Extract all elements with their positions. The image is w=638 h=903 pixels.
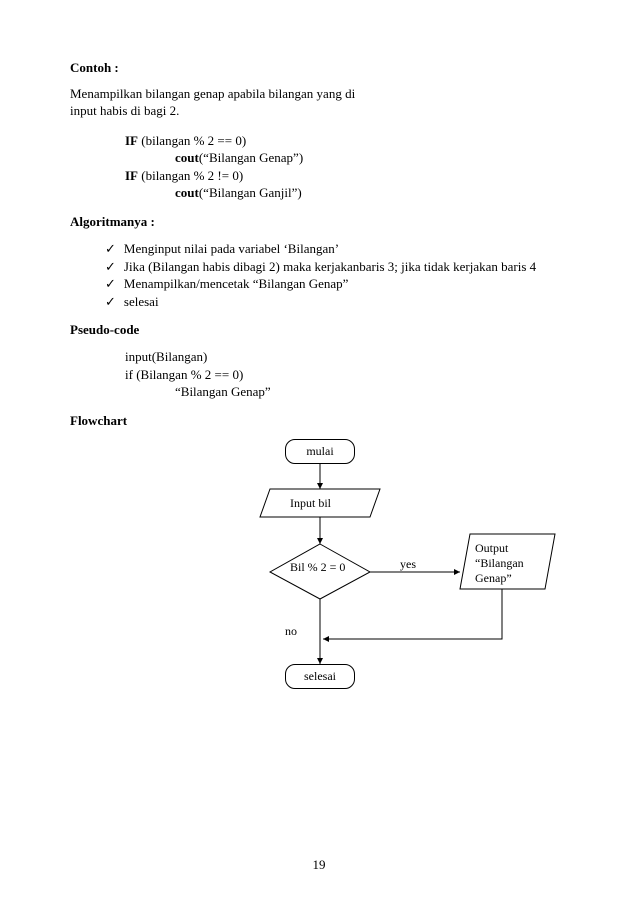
- intro-line-1: Menampilkan bilangan genap apabila bilan…: [70, 86, 568, 103]
- flowchart-input-text: Input bil: [290, 496, 331, 510]
- intro-paragraph: Menampilkan bilangan genap apabila bilan…: [70, 86, 568, 120]
- list-item: ✓ selesai: [105, 293, 568, 311]
- list-item: ✓ Menginput nilai pada variabel ‘Bilanga…: [105, 240, 568, 258]
- check-icon: ✓: [105, 240, 116, 258]
- check-icon: ✓: [105, 258, 116, 276]
- code-if1-body-kw: cout: [175, 150, 199, 165]
- algo-item-text: Menampilkan/mencetak “Bilangan Genap”: [124, 275, 349, 293]
- intro-line-2: input habis di bagi 2.: [70, 103, 568, 120]
- flowchart-node-decision-label: Bil % 2 = 0: [290, 561, 350, 574]
- code-if1-cond: (bilangan % 2 == 0): [138, 133, 246, 148]
- code-if2-body-kw: cout: [175, 185, 199, 200]
- check-icon: ✓: [105, 275, 116, 293]
- flowchart-node-output-label: Output “Bilangan Genap”: [475, 541, 545, 586]
- flowchart-decision-text: Bil % 2 = 0: [290, 560, 345, 574]
- algo-item-text: Jika (Bilangan habis dibagi 2) maka kerj…: [124, 258, 536, 276]
- flowchart-node-input-label: Input bil: [290, 496, 331, 511]
- flowchart-label-no: no: [285, 624, 297, 639]
- heading-contoh: Contoh :: [70, 60, 568, 76]
- check-icon: ✓: [105, 293, 116, 311]
- pseudo-block: input(Bilangan) if (Bilangan % 2 == 0) “…: [125, 348, 568, 401]
- algo-item-text: Menginput nilai pada variabel ‘Bilangan’: [124, 240, 339, 258]
- code-if2-kw: IF: [125, 168, 138, 183]
- code-if1: IF (bilangan % 2 == 0): [125, 132, 568, 150]
- pseudo-line-3: “Bilangan Genap”: [175, 383, 568, 401]
- code-if2-cond: (bilangan % 2 != 0): [138, 168, 243, 183]
- pseudo-line-1: input(Bilangan): [125, 348, 568, 366]
- code-if1-body-rest: (“Bilangan Genap”): [199, 150, 303, 165]
- list-item: ✓ Jika (Bilangan habis dibagi 2) maka ke…: [105, 258, 568, 276]
- heading-flowchart: Flowchart: [70, 413, 568, 429]
- list-item: ✓ Menampilkan/mencetak “Bilangan Genap”: [105, 275, 568, 293]
- flowchart-start-label: mulai: [306, 444, 333, 458]
- algo-list: ✓ Menginput nilai pada variabel ‘Bilanga…: [105, 240, 568, 310]
- flowchart-end-label: selesai: [304, 669, 336, 683]
- flowchart-label-yes: yes: [400, 557, 416, 572]
- flowchart: mulai Input bil Bil % 2 = 0 Output “Bila…: [90, 439, 570, 709]
- code-if1-body: cout(“Bilangan Genap”): [175, 149, 568, 167]
- flowchart-node-end: selesai: [285, 664, 355, 689]
- code-if1-kw: IF: [125, 133, 138, 148]
- flowchart-output-text: Output “Bilangan Genap”: [475, 541, 524, 585]
- code-if2-body-rest: (“Bilangan Ganjil”): [199, 185, 302, 200]
- code-block: IF (bilangan % 2 == 0) cout(“Bilangan Ge…: [125, 132, 568, 202]
- algo-item-text: selesai: [124, 293, 159, 311]
- flowchart-node-start: mulai: [285, 439, 355, 464]
- heading-pseudo: Pseudo-code: [70, 322, 568, 338]
- code-if2: IF (bilangan % 2 != 0): [125, 167, 568, 185]
- page-number: 19: [0, 857, 638, 873]
- pseudo-line-2: if (Bilangan % 2 == 0): [125, 366, 568, 384]
- heading-algoritma: Algoritmanya :: [70, 214, 568, 230]
- code-if2-body: cout(“Bilangan Ganjil”): [175, 184, 568, 202]
